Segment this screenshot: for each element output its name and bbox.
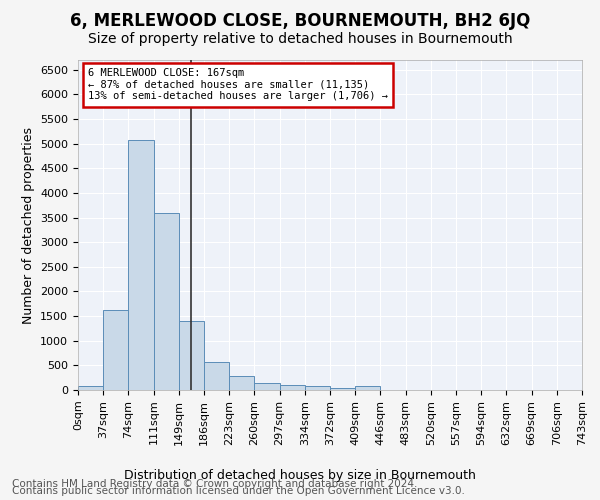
Bar: [330, 388, 355, 390]
Bar: [280, 385, 305, 390]
Bar: [154, 212, 179, 390]
Bar: [179, 321, 204, 390]
Bar: [229, 376, 254, 390]
Text: 6 MERLEWOOD CLOSE: 167sqm
← 87% of detached houses are smaller (11,135)
13% of s: 6 MERLEWOOD CLOSE: 167sqm ← 87% of detac…: [88, 68, 388, 102]
Text: Contains public sector information licensed under the Open Government Licence v3: Contains public sector information licen…: [12, 486, 465, 496]
Bar: [103, 310, 128, 390]
Text: Distribution of detached houses by size in Bournemouth: Distribution of detached houses by size …: [124, 469, 476, 482]
Text: Contains HM Land Registry data © Crown copyright and database right 2024.: Contains HM Land Registry data © Crown c…: [12, 479, 418, 489]
Bar: [355, 386, 380, 390]
Text: Size of property relative to detached houses in Bournemouth: Size of property relative to detached ho…: [88, 32, 512, 46]
Y-axis label: Number of detached properties: Number of detached properties: [22, 126, 35, 324]
Bar: [78, 386, 103, 390]
Text: 6, MERLEWOOD CLOSE, BOURNEMOUTH, BH2 6JQ: 6, MERLEWOOD CLOSE, BOURNEMOUTH, BH2 6JQ: [70, 12, 530, 30]
Bar: [204, 362, 229, 390]
Bar: [128, 140, 154, 390]
Bar: [254, 382, 280, 390]
Bar: [305, 386, 330, 390]
